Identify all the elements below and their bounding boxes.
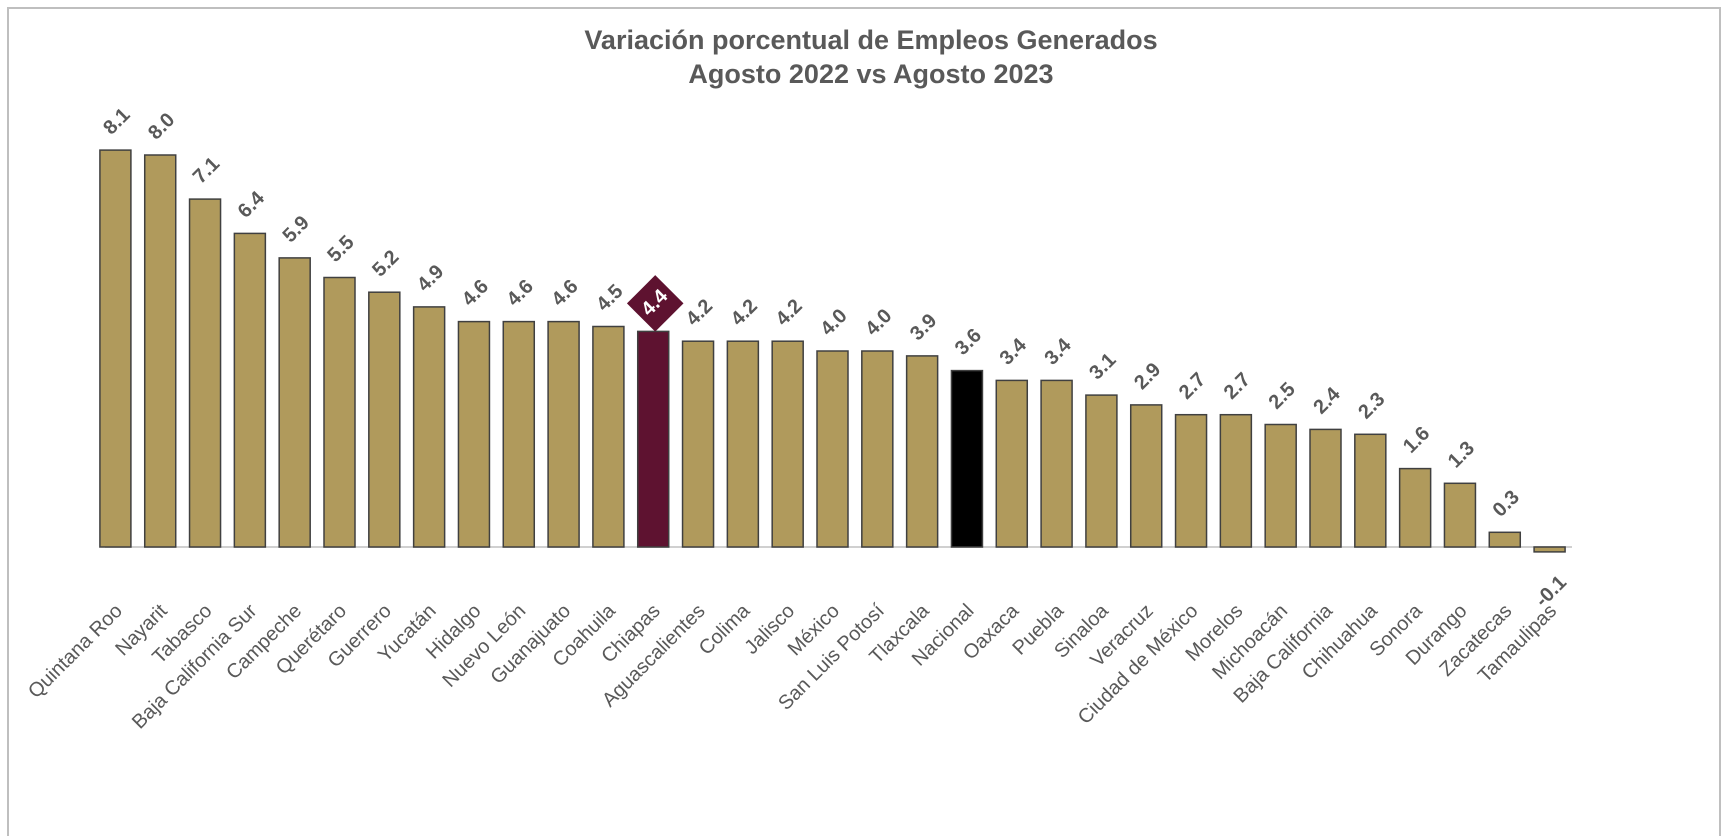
chart-title: Variación porcentual de Empleos Generado…: [584, 25, 1157, 55]
bar: [233, 232, 267, 548]
bar: [592, 325, 625, 548]
bar: [368, 291, 401, 548]
bar: [950, 369, 984, 548]
bar: [412, 306, 446, 548]
bar: [1264, 423, 1297, 548]
bar: [547, 320, 580, 548]
bar: [726, 340, 760, 548]
bar: [278, 257, 311, 548]
bar: [1443, 482, 1477, 548]
bar: [1354, 433, 1387, 548]
bar: [1398, 467, 1432, 548]
bar: [457, 320, 491, 548]
bar: [99, 149, 132, 548]
bar: [771, 340, 804, 548]
bar: [1040, 379, 1073, 548]
bar: [636, 330, 670, 548]
bar: [143, 154, 177, 548]
bar: [861, 350, 894, 548]
bar: [1309, 428, 1342, 548]
bar: [681, 340, 715, 548]
bar: [1219, 413, 1253, 548]
bar: [816, 350, 849, 548]
bar: [1488, 531, 1522, 548]
bar: [323, 276, 356, 548]
bar: [905, 355, 939, 548]
bar: [1533, 546, 1566, 553]
bar: [995, 379, 1029, 548]
bar: [502, 320, 536, 548]
bar: [1085, 394, 1118, 548]
bar: [1174, 413, 1208, 548]
chart-subtitle: Agosto 2022 vs Agosto 2023: [688, 59, 1053, 89]
bar: [188, 198, 222, 548]
bar: [1129, 404, 1163, 548]
